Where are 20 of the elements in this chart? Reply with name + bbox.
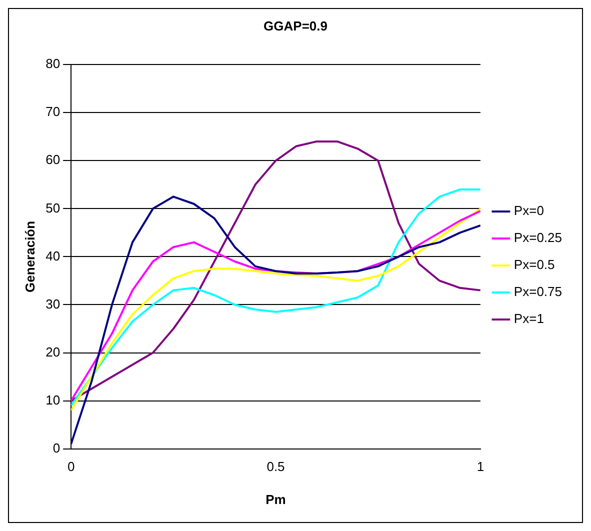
y-tick-label: 20: [46, 344, 60, 360]
legend-label: Px=0.25: [514, 230, 562, 246]
x-tick-label: 1: [476, 459, 484, 474]
y-axis-title: Generación: [22, 220, 38, 292]
y-tick-label: 50: [46, 200, 60, 216]
y-tick-label: 80: [46, 56, 60, 72]
y-tick-label: 10: [46, 392, 60, 408]
legend-label: Px=1: [514, 311, 544, 326]
y-tick-label: 40: [46, 248, 60, 264]
x-tick-label: 0.5: [266, 459, 285, 474]
chart-title: GGAP=0.9: [264, 18, 328, 34]
legend-label: Px=0.5: [514, 257, 555, 272]
y-tick-label: 0: [52, 440, 60, 456]
legend-label: Px=0.75: [514, 284, 562, 300]
x-tick-label: 0: [67, 459, 75, 474]
y-tick-label: 60: [46, 152, 60, 168]
x-axis-title: Pm: [266, 492, 286, 507]
y-tick-label: 70: [46, 104, 60, 120]
legend-label: Px=0: [514, 203, 544, 218]
y-tick-label: 30: [46, 296, 60, 312]
